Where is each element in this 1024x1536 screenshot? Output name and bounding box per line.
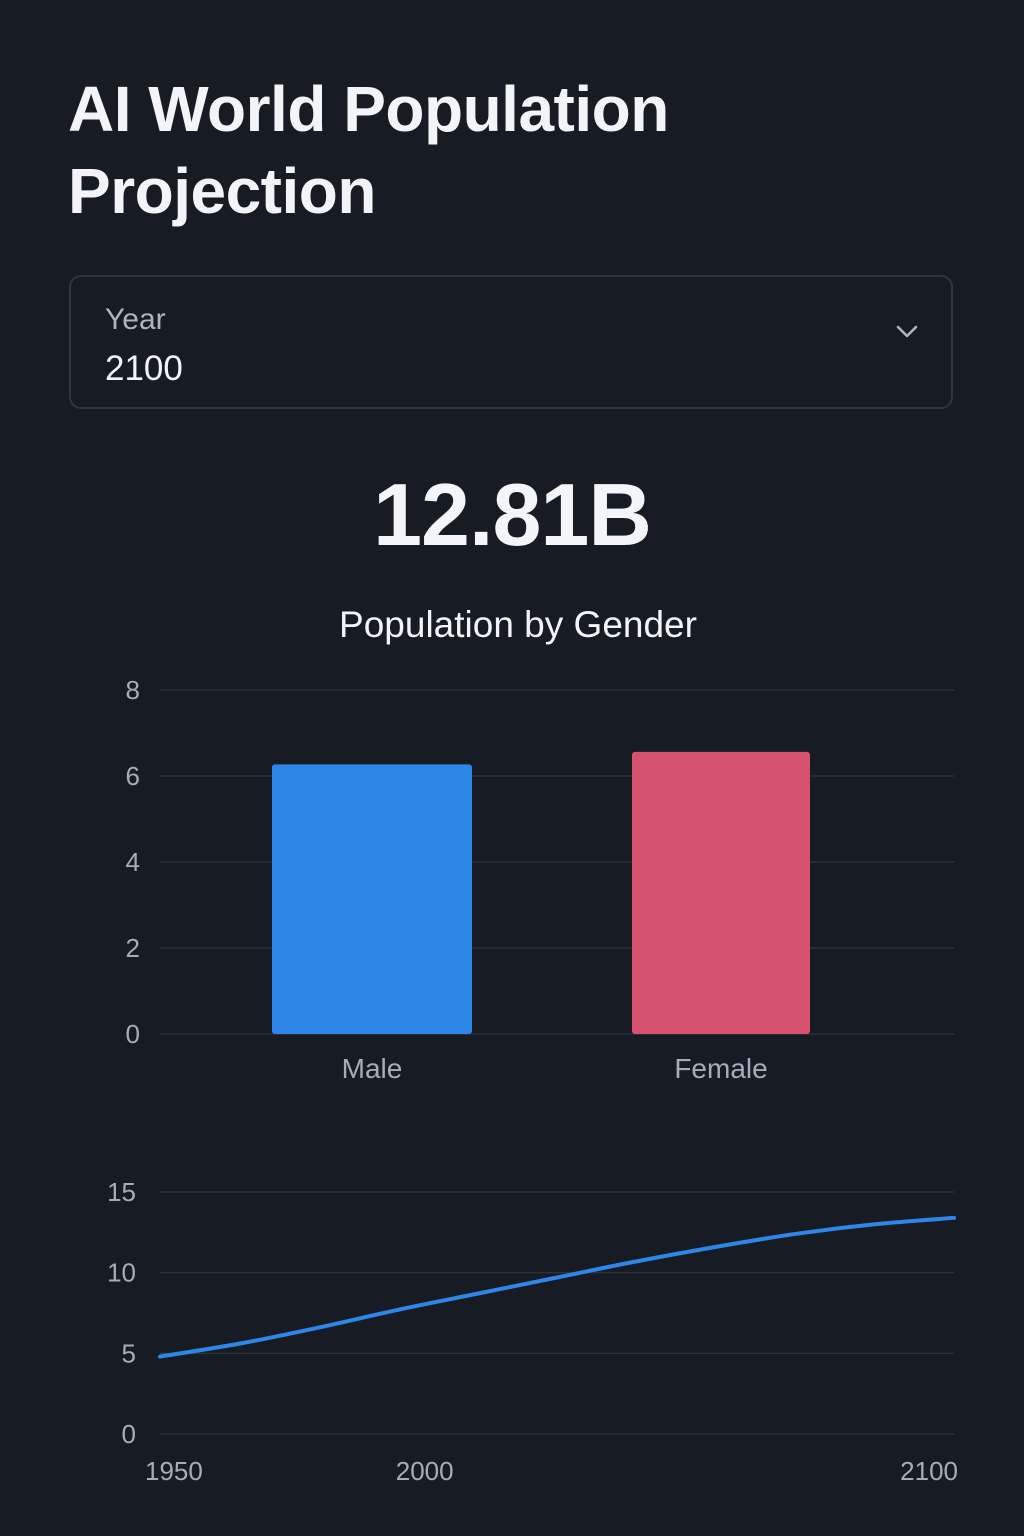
line-y-tick-label: 0: [122, 1419, 136, 1449]
chevron-down-icon: [896, 325, 918, 338]
bar-chart-title: Population by Gender: [339, 604, 697, 645]
line-y-tick-label: 5: [122, 1338, 136, 1368]
line-y-tick-label: 10: [107, 1258, 136, 1288]
bar-y-tick-label: 0: [126, 1019, 140, 1049]
total-population-value: 12.81B: [373, 465, 652, 564]
line-y-tick-label: 15: [107, 1177, 136, 1207]
bar-male: [272, 764, 472, 1034]
year-select[interactable]: Year 2100: [69, 275, 953, 409]
population-line-chart: 0 5 10 15 1950 2000 2100: [107, 1177, 958, 1486]
year-select-value: 2100: [105, 349, 183, 388]
bar-female: [632, 751, 810, 1034]
gender-bar-chart: 0 2 4 6 8 Male Female: [126, 675, 954, 1084]
bar-y-tick-label: 4: [126, 847, 140, 877]
year-select-label: Year: [105, 303, 166, 336]
bar-y-tick-label: 2: [126, 933, 140, 963]
line-x-tick-label: 1950: [145, 1456, 203, 1486]
line-x-tick-label: 2000: [396, 1456, 454, 1486]
population-trend-line: [158, 1215, 956, 1359]
bar-y-tick-label: 6: [126, 761, 140, 791]
line-x-tick-label: 2100: [900, 1456, 958, 1486]
bar-x-tick-label: Male: [342, 1053, 403, 1084]
page-title: AI World Population Projection: [68, 73, 669, 227]
bar-y-tick-label: 8: [126, 675, 140, 705]
bar-x-tick-label: Female: [674, 1053, 767, 1084]
